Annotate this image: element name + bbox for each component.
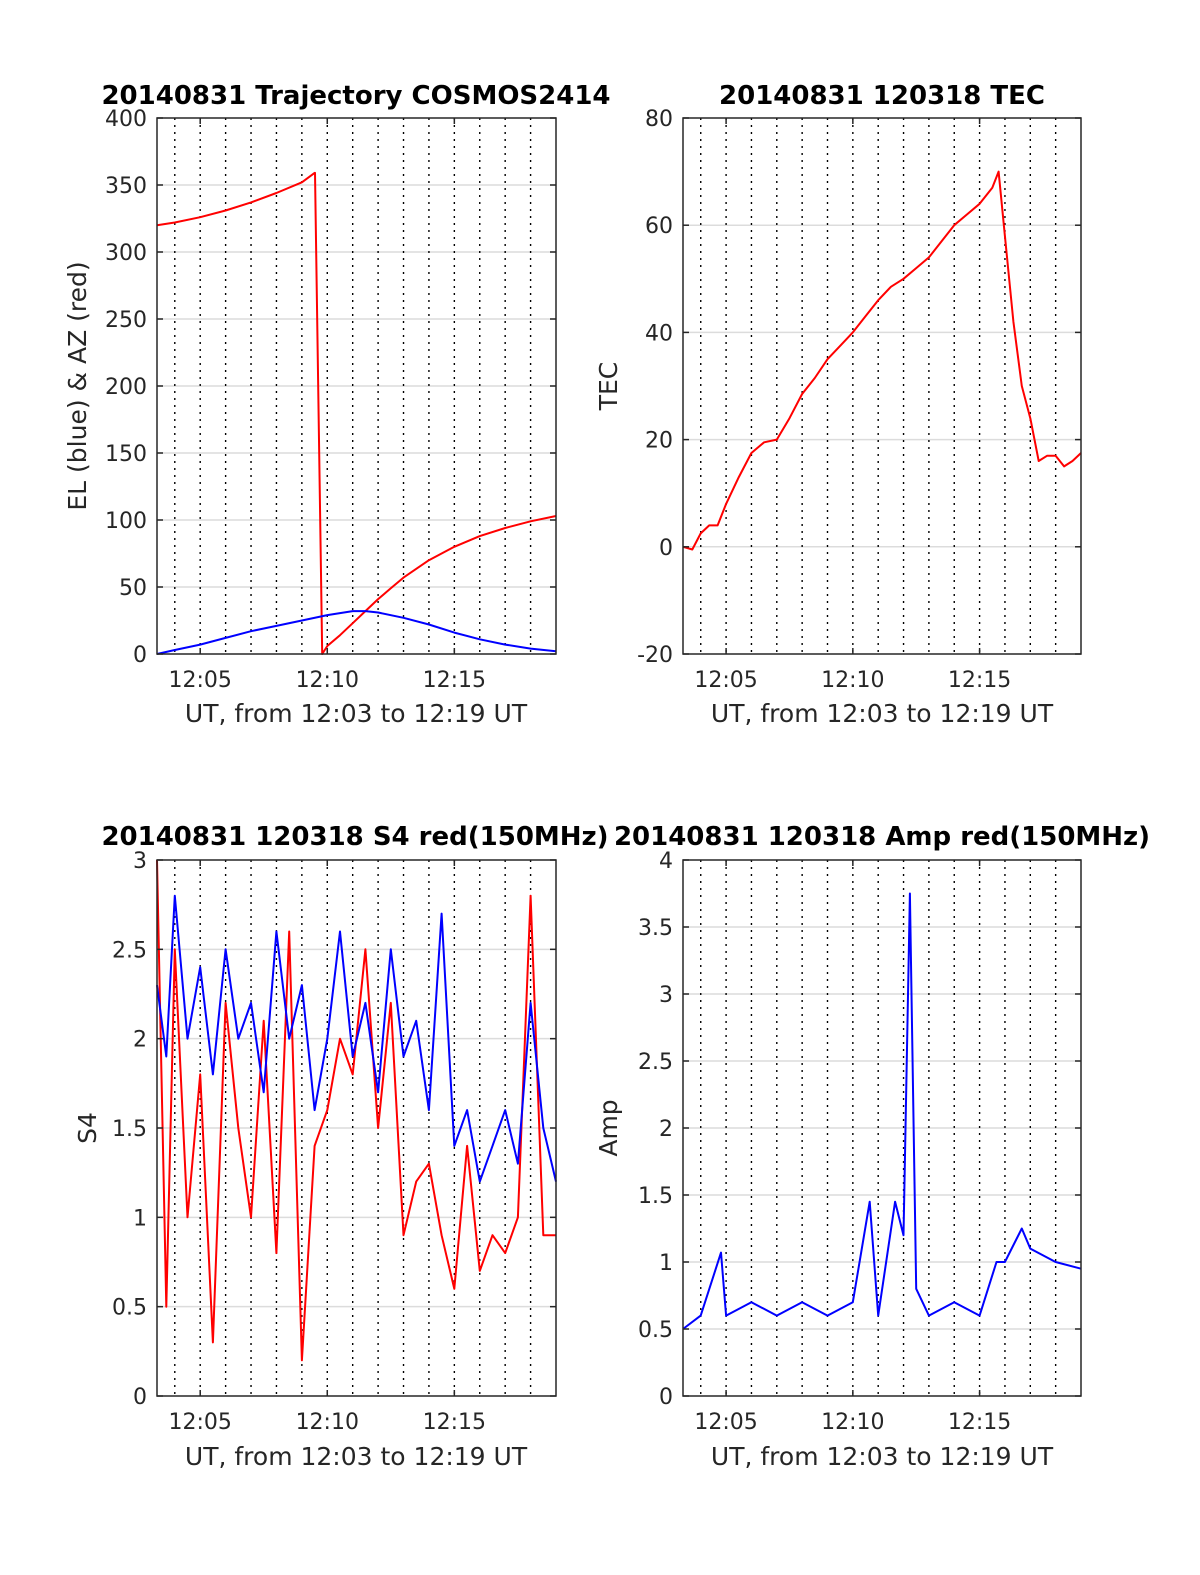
x-tick-label: 12:10 bbox=[821, 1410, 884, 1435]
amp-panel: 20140831 120318 Amp red(150MHz) 0 0.5 1 1.5… bbox=[594, 822, 1150, 1471]
y-tick-label: 3.5 bbox=[638, 916, 673, 941]
y-tick-label: 0 bbox=[133, 643, 147, 668]
y-tick-label: 200 bbox=[105, 375, 147, 400]
x-tick-label: 12:10 bbox=[296, 1410, 359, 1435]
y-tick-label: 250 bbox=[105, 308, 147, 333]
x-tick-label: 12:10 bbox=[821, 668, 884, 693]
x-tick-label: 12:15 bbox=[423, 1410, 486, 1435]
tec-series bbox=[682, 170, 1082, 551]
trajectory-x-ticks: 12:05 12:10 12:15 bbox=[169, 118, 486, 693]
series-line-red bbox=[682, 170, 1082, 551]
y-tick-label: 2.5 bbox=[638, 1050, 673, 1075]
y-tick-label: 3 bbox=[133, 849, 147, 874]
y-tick-label: 1 bbox=[659, 1251, 673, 1276]
y-tick-label: 1.5 bbox=[112, 1117, 147, 1142]
tec-x-ticks: 12:05 12:10 12:15 bbox=[694, 118, 1011, 693]
y-tick-label: 150 bbox=[105, 442, 147, 467]
y-tick-label: 1.5 bbox=[638, 1184, 673, 1209]
y-tick-label: -20 bbox=[637, 643, 673, 668]
amp-x-label: UT, from 12:03 to 12:19 UT bbox=[711, 1442, 1054, 1471]
y-tick-label: 2 bbox=[133, 1028, 147, 1053]
series-line-blue bbox=[682, 892, 1082, 1330]
x-tick-label: 12:15 bbox=[423, 668, 486, 693]
y-tick-label: 3 bbox=[659, 983, 673, 1008]
y-tick-label: 400 bbox=[105, 107, 147, 132]
series-line-blue bbox=[156, 894, 557, 1183]
amp-grid bbox=[683, 860, 1081, 1396]
amp-title: 20140831 120318 Amp red(150MHz) bbox=[614, 822, 1150, 852]
y-tick-label: 0.5 bbox=[638, 1318, 673, 1343]
trajectory-x-label: UT, from 12:03 to 12:19 UT bbox=[185, 699, 528, 728]
y-tick-label: 0 bbox=[659, 536, 673, 561]
y-tick-label: 2.5 bbox=[112, 938, 147, 963]
series-line-red bbox=[156, 171, 557, 655]
x-tick-label: 12:05 bbox=[169, 668, 232, 693]
y-tick-label: 1 bbox=[133, 1206, 147, 1231]
trajectory-grid bbox=[157, 118, 556, 654]
x-tick-label: 12:05 bbox=[169, 1410, 232, 1435]
amp-y-ticks: 0 0.5 1 1.5 2 2.5 3 3.5 4 bbox=[638, 849, 1081, 1410]
s4-series bbox=[156, 859, 557, 1362]
x-tick-label: 12:05 bbox=[694, 668, 757, 693]
x-tick-label: 12:15 bbox=[948, 668, 1011, 693]
tec-y-ticks: -20 0 20 40 60 80 bbox=[637, 107, 1081, 668]
x-tick-label: 12:10 bbox=[296, 668, 359, 693]
trajectory-series bbox=[156, 171, 557, 655]
trajectory-y-label: EL (blue) & AZ (red) bbox=[63, 261, 92, 510]
s4-title: 20140831 120318 S4 red(150MHz) bbox=[101, 822, 608, 852]
s4-y-label: S4 bbox=[73, 1112, 102, 1144]
y-tick-label: 40 bbox=[645, 321, 673, 346]
y-tick-label: 0 bbox=[659, 1385, 673, 1410]
s4-panel: 20140831 120318 S4 red(150MHz) 0 0.5 1 1.5 2… bbox=[73, 822, 609, 1471]
x-tick-label: 12:05 bbox=[694, 1410, 757, 1435]
trajectory-title: 20140831 Trajectory COSMOS2414 bbox=[101, 81, 610, 111]
tec-title: 20140831 120318 TEC bbox=[719, 81, 1045, 111]
y-tick-label: 20 bbox=[645, 429, 673, 454]
tec-x-label: UT, from 12:03 to 12:19 UT bbox=[711, 699, 1054, 728]
y-tick-label: 50 bbox=[119, 576, 147, 601]
y-tick-label: 100 bbox=[105, 509, 147, 534]
series-line-red bbox=[156, 859, 556, 1362]
tec-y-label: TEC bbox=[594, 362, 623, 412]
trajectory-panel: 20140831 Trajectory COSMOS2414 0 50 100 150… bbox=[63, 81, 611, 728]
y-tick-label: 0 bbox=[133, 1385, 147, 1410]
y-tick-label: 4 bbox=[659, 849, 673, 874]
y-tick-label: 300 bbox=[105, 241, 147, 266]
amp-series bbox=[682, 892, 1082, 1330]
y-tick-label: 350 bbox=[105, 174, 147, 199]
y-tick-label: 80 bbox=[645, 107, 673, 132]
tec-grid bbox=[683, 118, 1081, 654]
y-tick-label: 2 bbox=[659, 1117, 673, 1142]
amp-x-ticks: 12:05 12:10 12:15 bbox=[694, 860, 1011, 1435]
x-tick-label: 12:15 bbox=[948, 1410, 1011, 1435]
series-line-blue bbox=[156, 610, 557, 655]
tec-axes-box bbox=[682, 117, 1082, 655]
s4-x-ticks: 12:05 12:10 12:15 bbox=[169, 860, 486, 1435]
trajectory-y-ticks: 0 50 100 150 200 250 300 350 400 bbox=[105, 107, 556, 668]
s4-x-label: UT, from 12:03 to 12:19 UT bbox=[185, 1442, 528, 1471]
amp-y-label: Amp bbox=[594, 1099, 623, 1156]
s4-y-ticks: 0 0.5 1 1.5 2 2.5 3 bbox=[112, 849, 556, 1410]
y-tick-label: 0.5 bbox=[112, 1296, 147, 1321]
y-tick-label: 60 bbox=[645, 214, 673, 239]
